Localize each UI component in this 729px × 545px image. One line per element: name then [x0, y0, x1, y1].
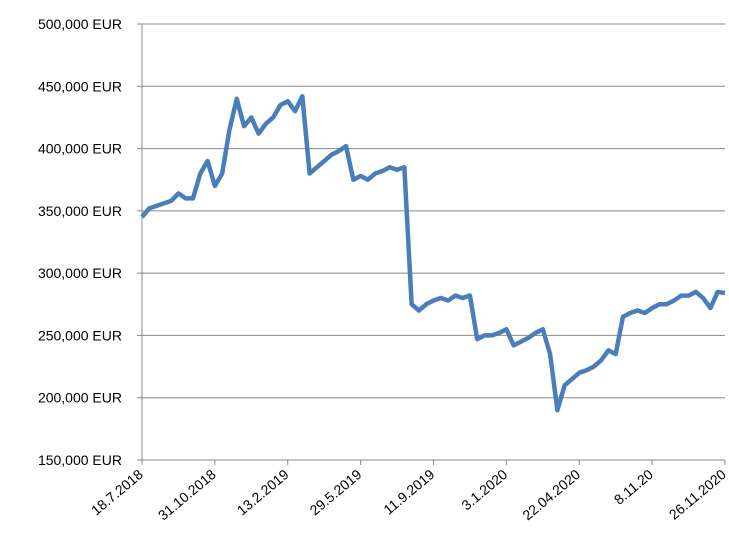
y-tick-label: 200,000 EUR	[38, 390, 122, 406]
y-tick-label: 450,000 EUR	[38, 78, 122, 94]
x-tick-label: 11.9.2019	[380, 466, 437, 518]
line	[140, 94, 726, 413]
y-tick-label: 150,000 EUR	[38, 452, 122, 468]
y-tick-label: 250,000 EUR	[38, 327, 122, 343]
x-tick-label: 31.10.2018	[155, 466, 219, 523]
x-tick-label: 26.11.2020	[666, 466, 729, 523]
x-tick-label: 8.11.20	[611, 466, 656, 508]
x-tick-label: 22.04.2020	[519, 466, 583, 523]
y-tick-label: 350,000 EUR	[38, 203, 122, 219]
y-tick-label: 400,000 EUR	[38, 141, 122, 157]
y-tick-label: 300,000 EUR	[38, 265, 122, 281]
x-tick-label: 13.2.2019	[234, 466, 292, 518]
y-tick-label: 500,000 EUR	[38, 16, 122, 32]
x-tick-label: 18.7.2018	[88, 466, 146, 518]
x-tick-label: 3.1.2020	[458, 466, 510, 513]
x-tick-label: 29.5.2019	[307, 466, 365, 518]
